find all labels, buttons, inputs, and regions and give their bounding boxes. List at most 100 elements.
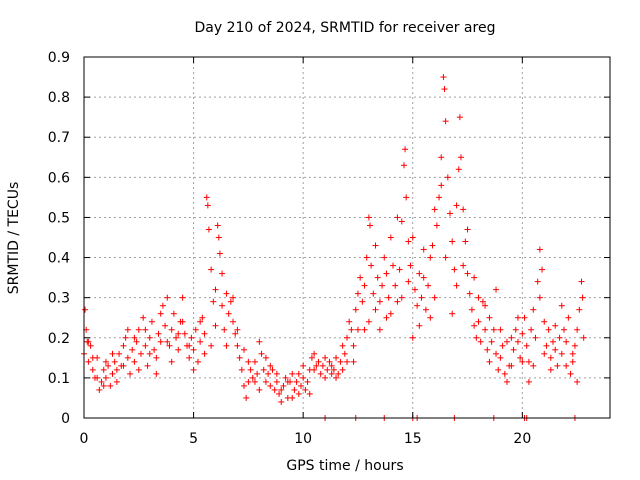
data-point bbox=[232, 330, 239, 337]
data-point bbox=[501, 370, 508, 377]
data-point bbox=[416, 270, 423, 277]
data-point bbox=[113, 366, 120, 373]
data-point bbox=[330, 366, 337, 373]
data-point bbox=[168, 358, 175, 365]
data-point bbox=[120, 342, 127, 349]
data-point bbox=[482, 302, 489, 309]
data-point bbox=[565, 314, 572, 321]
data-point bbox=[348, 326, 355, 333]
data-point bbox=[344, 334, 350, 341]
data-point bbox=[337, 358, 344, 365]
x-tick-label: 10 bbox=[294, 431, 312, 447]
data-point bbox=[124, 354, 131, 361]
data-point bbox=[227, 298, 234, 305]
data-point bbox=[89, 366, 96, 373]
data-point bbox=[541, 318, 548, 325]
data-point bbox=[457, 154, 464, 161]
data-point bbox=[243, 394, 250, 401]
data-point bbox=[442, 118, 449, 125]
data-point bbox=[215, 234, 222, 241]
data-point bbox=[260, 366, 267, 373]
data-point bbox=[157, 310, 164, 317]
data-point bbox=[387, 310, 394, 317]
data-point bbox=[403, 194, 410, 201]
data-point bbox=[341, 350, 348, 357]
data-point bbox=[547, 354, 554, 361]
data-point bbox=[438, 154, 445, 161]
data-point bbox=[363, 254, 370, 261]
data-point bbox=[317, 370, 324, 377]
data-point bbox=[135, 326, 142, 333]
data-point bbox=[87, 342, 94, 349]
y-tick-label: 0 bbox=[61, 411, 70, 427]
data-point bbox=[477, 338, 484, 345]
data-point bbox=[230, 318, 237, 325]
data-point bbox=[508, 362, 515, 369]
data-point bbox=[429, 242, 436, 249]
data-point bbox=[256, 338, 263, 345]
data-point bbox=[350, 342, 357, 349]
data-point bbox=[392, 282, 399, 289]
data-point bbox=[431, 294, 438, 301]
data-point bbox=[302, 386, 309, 393]
data-point bbox=[295, 370, 302, 377]
data-point bbox=[508, 334, 515, 341]
data-point bbox=[376, 326, 383, 333]
y-tick-label: 0.3 bbox=[48, 291, 70, 307]
data-point bbox=[547, 366, 554, 373]
data-point bbox=[164, 294, 171, 301]
data-point bbox=[569, 358, 576, 365]
data-point bbox=[322, 374, 329, 381]
y-tick-label: 0.4 bbox=[48, 251, 70, 267]
data-point bbox=[146, 350, 153, 357]
data-point bbox=[129, 346, 136, 353]
data-point bbox=[407, 262, 414, 269]
data-point bbox=[431, 206, 438, 213]
data-point bbox=[333, 354, 340, 361]
x-axis-label: GPS time / hours bbox=[286, 458, 403, 474]
data-point bbox=[175, 346, 182, 353]
data-point bbox=[372, 306, 379, 313]
data-point bbox=[475, 294, 482, 301]
data-point bbox=[273, 378, 280, 385]
data-point bbox=[563, 362, 570, 369]
data-point bbox=[339, 366, 346, 373]
data-point bbox=[471, 274, 478, 281]
data-point bbox=[221, 326, 228, 333]
data-point bbox=[514, 338, 521, 345]
data-point bbox=[486, 314, 493, 321]
data-point bbox=[179, 318, 186, 325]
data-point bbox=[164, 338, 171, 345]
data-point bbox=[436, 194, 443, 201]
data-point bbox=[438, 182, 445, 189]
data-point bbox=[440, 74, 447, 81]
data-point bbox=[273, 370, 280, 377]
data-point bbox=[352, 306, 359, 313]
data-point bbox=[552, 322, 559, 329]
data-point bbox=[543, 342, 550, 349]
data-point bbox=[295, 390, 302, 397]
axes: 0 0.1 0.2 0.3 0.4 0.5 0.6 0.7 0.8 0.9 0 5 10 15 20 bbox=[48, 50, 610, 447]
data-point bbox=[197, 338, 204, 345]
data-point bbox=[240, 346, 247, 353]
data-point bbox=[346, 318, 353, 325]
data-point bbox=[427, 314, 434, 321]
data-point bbox=[142, 326, 149, 333]
data-point bbox=[510, 346, 517, 353]
data-point bbox=[441, 86, 448, 93]
data-point bbox=[197, 318, 204, 325]
data-point bbox=[85, 338, 92, 345]
data-point bbox=[372, 242, 379, 249]
data-point bbox=[304, 378, 311, 385]
data-point bbox=[490, 326, 497, 333]
data-point bbox=[186, 342, 193, 349]
data-point bbox=[497, 354, 504, 361]
data-point bbox=[258, 350, 265, 357]
data-point bbox=[236, 354, 243, 361]
data-point bbox=[420, 246, 427, 253]
data-point bbox=[153, 354, 160, 361]
data-point bbox=[319, 362, 326, 369]
data-point bbox=[376, 298, 383, 305]
data-point bbox=[365, 318, 372, 325]
data-point bbox=[560, 326, 567, 333]
